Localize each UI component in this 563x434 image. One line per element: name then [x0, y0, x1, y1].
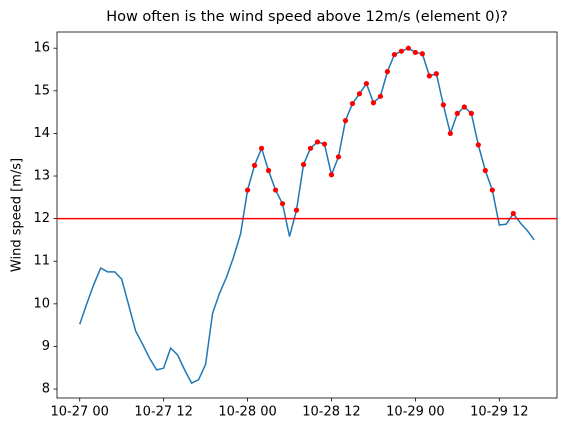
- y-tick-label: 14: [33, 126, 50, 141]
- above-threshold-point: [342, 118, 349, 124]
- above-threshold-point: [440, 102, 446, 108]
- above-threshold-point: [258, 145, 265, 151]
- above-threshold-point: [475, 142, 481, 148]
- above-threshold-point: [510, 210, 516, 217]
- above-threshold-point: [251, 162, 258, 168]
- above-threshold-point: [279, 201, 286, 207]
- above-threshold-point: [489, 187, 495, 193]
- y-tick-label: 13: [33, 169, 50, 184]
- x-tick-label: 10-28 00: [218, 405, 276, 420]
- above-threshold-point: [328, 172, 335, 178]
- above-threshold-point: [412, 49, 418, 56]
- y-tick-label: 9: [42, 339, 50, 354]
- y-tick-label: 15: [33, 83, 50, 98]
- y-tick-label: 12: [33, 211, 50, 226]
- above-threshold-point: [307, 145, 314, 151]
- above-threshold-point: [461, 104, 467, 110]
- y-tick-label: 8: [42, 382, 50, 397]
- x-tick-label: 10-29 00: [386, 405, 444, 420]
- x-tick-label: 10-27 00: [51, 405, 109, 420]
- plot-frame: [56, 31, 558, 399]
- above-threshold-point: [433, 71, 439, 77]
- y-tick-label: 11: [33, 254, 50, 269]
- above-threshold-point: [300, 161, 307, 168]
- above-threshold-point: [419, 51, 425, 57]
- above-threshold-point: [447, 130, 453, 137]
- above-threshold-point: [454, 110, 460, 116]
- x-tick-label: 10-28 12: [302, 405, 360, 420]
- above-threshold-point: [363, 80, 370, 87]
- above-threshold-point: [398, 48, 405, 54]
- x-tick-label: 10-29 12: [470, 405, 528, 420]
- above-threshold-point: [321, 141, 328, 147]
- y-axis-label: Wind speed [m/s]: [10, 158, 25, 272]
- y-tick-label: 10: [33, 296, 50, 311]
- chart-title: How often is the wind speed above 12m/s …: [106, 9, 508, 25]
- y-tick-label: 16: [33, 41, 50, 56]
- above-threshold-point: [391, 51, 398, 58]
- above-threshold-point: [272, 187, 279, 193]
- above-threshold-point: [314, 139, 321, 145]
- x-tick-label: 10-27 12: [134, 405, 192, 420]
- series-line: [79, 47, 535, 385]
- above-threshold-point: [405, 45, 411, 51]
- above-threshold-point: [244, 187, 251, 193]
- above-threshold-point: [377, 93, 384, 99]
- above-threshold-point: [335, 154, 342, 160]
- above-threshold-point: [265, 167, 272, 174]
- above-threshold-point: [482, 167, 488, 174]
- above-threshold-point: [468, 110, 474, 116]
- above-threshold-point: [293, 207, 300, 213]
- above-threshold-point: [356, 91, 363, 97]
- above-threshold-point: [426, 73, 432, 79]
- above-threshold-point: [349, 100, 356, 107]
- above-threshold-point: [370, 100, 377, 106]
- above-threshold-point: [384, 69, 391, 75]
